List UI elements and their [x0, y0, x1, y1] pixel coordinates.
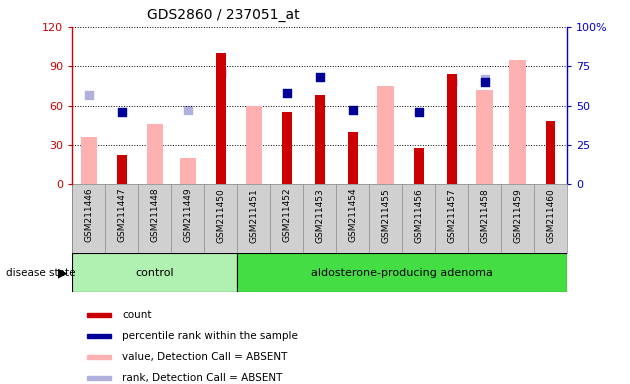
- Point: [479, 76, 490, 82]
- Bar: [117, 156, 127, 184]
- Text: GSM211459: GSM211459: [513, 188, 522, 243]
- Text: GSM211446: GSM211446: [84, 188, 93, 242]
- Text: rank, Detection Call = ABSENT: rank, Detection Call = ABSENT: [122, 373, 282, 383]
- Text: GSM211453: GSM211453: [315, 188, 324, 243]
- Text: GSM211460: GSM211460: [546, 188, 555, 243]
- Bar: [87, 334, 112, 338]
- Text: GSM211448: GSM211448: [151, 188, 159, 242]
- Point: [513, 79, 523, 85]
- Point: [117, 109, 127, 115]
- Text: GSM211458: GSM211458: [480, 188, 489, 243]
- Text: percentile rank within the sample: percentile rank within the sample: [122, 331, 298, 341]
- Bar: [315, 95, 324, 184]
- Text: count: count: [122, 310, 152, 320]
- Text: GSM211449: GSM211449: [183, 188, 192, 242]
- Bar: [147, 124, 163, 184]
- Bar: [447, 74, 457, 184]
- Bar: [377, 86, 394, 184]
- Point: [513, 85, 523, 91]
- Text: GSM211451: GSM211451: [249, 188, 258, 243]
- Text: GSM211450: GSM211450: [216, 188, 226, 243]
- Text: aldosterone-producing adenoma: aldosterone-producing adenoma: [311, 268, 493, 278]
- Text: GSM211452: GSM211452: [282, 188, 291, 242]
- Bar: [476, 90, 493, 184]
- Point: [447, 79, 457, 85]
- Text: GSM211447: GSM211447: [117, 188, 127, 242]
- Text: ▶: ▶: [59, 266, 68, 279]
- Text: GSM211457: GSM211457: [447, 188, 456, 243]
- Bar: [246, 106, 262, 184]
- Point: [84, 91, 94, 98]
- Bar: [282, 112, 292, 184]
- Point: [215, 70, 226, 76]
- Bar: [414, 147, 423, 184]
- Bar: [81, 137, 97, 184]
- Point: [479, 79, 490, 85]
- Text: GSM211454: GSM211454: [348, 188, 357, 242]
- Point: [315, 74, 325, 80]
- Bar: [348, 132, 358, 184]
- Bar: [546, 121, 556, 184]
- Point: [282, 90, 292, 96]
- Point: [381, 109, 391, 115]
- Bar: [87, 313, 112, 317]
- Bar: [509, 60, 526, 184]
- Point: [413, 109, 423, 115]
- Bar: [180, 158, 196, 184]
- Bar: [87, 376, 112, 380]
- Text: GSM211456: GSM211456: [414, 188, 423, 243]
- Bar: [87, 355, 112, 359]
- Bar: [216, 53, 226, 184]
- Bar: [72, 253, 238, 292]
- Text: control: control: [135, 268, 174, 278]
- Text: value, Detection Call = ABSENT: value, Detection Call = ABSENT: [122, 352, 287, 362]
- Bar: [238, 253, 567, 292]
- Text: disease state: disease state: [6, 268, 76, 278]
- Point: [183, 107, 193, 113]
- Point: [348, 107, 358, 113]
- Text: GSM211455: GSM211455: [381, 188, 390, 243]
- Text: GDS2860 / 237051_at: GDS2860 / 237051_at: [147, 8, 299, 22]
